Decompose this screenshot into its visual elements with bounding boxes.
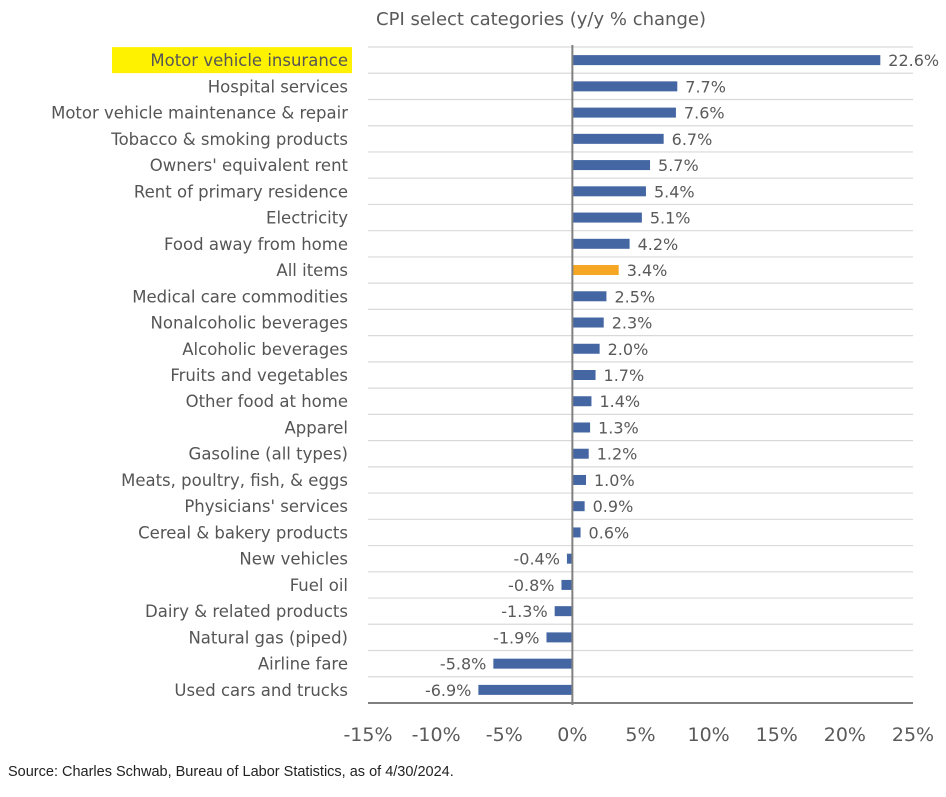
value-label: -1.9% <box>493 628 539 647</box>
value-label: 1.7% <box>604 366 645 385</box>
axes <box>368 45 913 705</box>
value-label: 5.1% <box>650 209 691 228</box>
bar <box>572 107 676 118</box>
bar <box>572 291 607 302</box>
category-label: Hospital services <box>208 77 348 96</box>
bar <box>572 527 581 538</box>
category-label: Rent of primary residence <box>134 182 348 201</box>
source-note: Source: Charles Schwab, Bureau of Labor … <box>8 764 454 780</box>
bar <box>572 343 600 354</box>
value-label: -6.9% <box>425 681 471 700</box>
category-label: Gasoline (all types) <box>189 445 348 464</box>
chart-title: CPI select categories (y/y % change) <box>376 9 706 30</box>
category-label: Owners' equivalent rent <box>150 156 349 175</box>
category-label: Physicians' services <box>184 497 348 516</box>
bar <box>561 579 573 590</box>
bar <box>572 186 646 197</box>
value-label: 5.7% <box>658 156 699 175</box>
category-label: Dairy & related products <box>145 602 348 621</box>
category-label: Tobacco & smoking products <box>110 130 348 149</box>
category-label: All items <box>276 261 348 280</box>
value-label: 7.7% <box>685 77 726 96</box>
bar <box>572 55 881 66</box>
bar <box>572 448 589 459</box>
bar <box>566 553 573 564</box>
value-label: 0.9% <box>593 497 634 516</box>
value-label: 1.3% <box>598 418 639 437</box>
category-label: Fuel oil <box>290 576 348 595</box>
bar <box>572 370 596 380</box>
category-label: Cereal & bakery products <box>138 523 348 542</box>
value-label: 1.2% <box>597 445 638 464</box>
value-label: 6.7% <box>672 130 713 149</box>
category-label: Apparel <box>284 418 348 437</box>
x-tick-label: 5% <box>625 724 655 746</box>
category-label: Natural gas (piped) <box>188 628 348 647</box>
x-tick-label: -5% <box>486 724 523 746</box>
value-label: -1.3% <box>501 602 547 621</box>
x-tick-label: 15% <box>756 724 798 746</box>
bar <box>572 265 619 276</box>
value-label: 1.4% <box>599 392 640 411</box>
bar <box>572 317 604 328</box>
bar <box>572 133 664 144</box>
x-tick-label: -10% <box>412 724 461 746</box>
bar <box>572 212 642 223</box>
x-tick-label: 0% <box>557 724 587 746</box>
bar <box>554 606 573 617</box>
x-tick-label: 20% <box>824 724 866 746</box>
bar <box>572 396 592 407</box>
category-label: Airline fare <box>258 655 348 674</box>
bar <box>572 81 678 92</box>
value-label: 3.4% <box>627 261 668 280</box>
bar <box>572 422 591 433</box>
bar <box>546 632 573 643</box>
value-label: 22.6% <box>888 51 939 70</box>
value-label: 0.6% <box>589 523 630 542</box>
value-label: 5.4% <box>654 182 695 201</box>
category-label: Electricity <box>266 209 348 228</box>
category-label: Fruits and vegetables <box>170 366 348 385</box>
gridlines <box>368 46 913 678</box>
value-label: 7.6% <box>684 104 725 123</box>
category-labels: Motor vehicle insurance Hospital services… <box>51 51 348 700</box>
category-label: Medical care commodities <box>132 287 348 306</box>
category-label: Motor vehicle maintenance & repair <box>51 104 348 123</box>
value-label: -5.8% <box>440 655 486 674</box>
category-label: Used cars and trucks <box>174 681 348 700</box>
value-label: 4.2% <box>638 235 679 254</box>
value-label: -0.4% <box>514 550 560 569</box>
label-highlights <box>112 47 352 74</box>
value-label: -0.8% <box>508 576 554 595</box>
category-label: Meats, poultry, fish, & eggs <box>121 471 348 490</box>
value-label: 2.5% <box>614 287 655 306</box>
bar <box>493 658 573 669</box>
bar <box>572 160 651 171</box>
bar <box>478 684 573 695</box>
bars <box>478 55 881 695</box>
value-labels: 22.6% 7.7% 7.6% 6.7% 5.7% 5.4% 5.1% 4.2% 3.4% 2.5… <box>425 51 939 700</box>
bar <box>572 474 586 485</box>
highlight-marker <box>112 47 352 74</box>
value-label: 2.3% <box>612 314 653 333</box>
category-label: Food away from home <box>164 235 348 254</box>
category-label: Alcoholic beverages <box>182 340 348 359</box>
bar-chart: CPI select categories (y/y % change) Mot… <box>51 9 939 746</box>
x-tick-labels: -15% -10% -5% 0% 5% 10% 15% 20% 25% <box>343 724 934 746</box>
x-tick-label: -15% <box>343 724 392 746</box>
category-label: Nonalcoholic beverages <box>151 314 348 333</box>
bar <box>572 238 630 249</box>
x-tick-label: 25% <box>892 724 934 746</box>
category-label: Motor vehicle insurance <box>150 51 348 70</box>
x-tick-label: 10% <box>688 724 730 746</box>
category-label: New vehicles <box>239 550 348 569</box>
value-label: 1.0% <box>594 471 635 490</box>
category-label: Other food at home <box>186 392 348 411</box>
bar <box>572 501 585 512</box>
value-label: 2.0% <box>608 340 649 359</box>
